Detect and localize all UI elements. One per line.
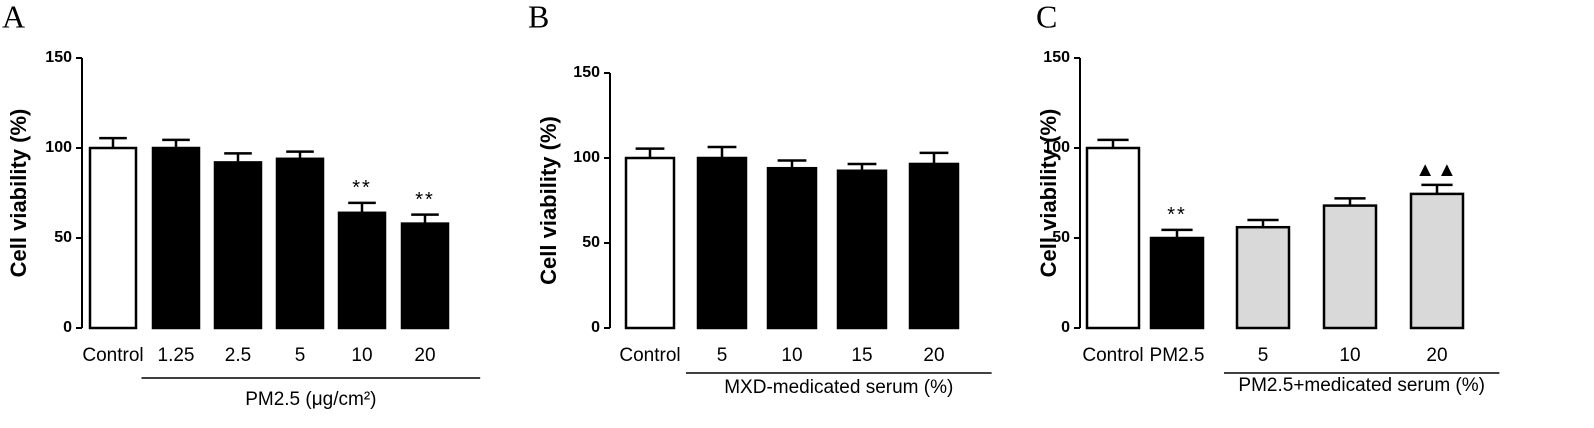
y-tick-label: 0 [63, 319, 72, 336]
group-label: MXD-medicated serum (%) [724, 377, 953, 398]
y-axis-label: Cell viability (%) [536, 116, 561, 285]
bar [151, 146, 201, 330]
y-tick-label: 100 [573, 149, 600, 166]
bar [696, 156, 748, 330]
x-tick-label: Control [1082, 345, 1143, 366]
x-tick-label: PM2.5 [1150, 345, 1205, 366]
group-label: PM2.5 (μg/cm²) [245, 389, 376, 410]
x-tick-label: 10 [1339, 345, 1360, 366]
x-tick-label: 5 [717, 345, 728, 366]
annotation: ** [1167, 204, 1187, 226]
bar [908, 162, 960, 330]
y-tick-label: 0 [591, 319, 600, 336]
y-axis-label: Cell viability (%) [6, 109, 31, 278]
x-tick-label: 15 [851, 345, 872, 366]
y-tick-label: 50 [54, 229, 72, 246]
x-tick-label: Control [619, 345, 680, 366]
x-tick-label: 2.5 [225, 345, 251, 366]
x-tick-label: 10 [351, 345, 372, 366]
bar [275, 157, 325, 330]
annotation: ▲▲ [1415, 159, 1459, 181]
x-tick-label: 5 [1258, 345, 1269, 366]
bar [836, 169, 888, 330]
x-tick-label: 1.25 [158, 345, 195, 366]
bar [1085, 146, 1141, 330]
y-tick-label: 50 [582, 234, 600, 251]
y-tick-label: 100 [45, 139, 72, 156]
bar [1409, 192, 1465, 330]
x-tick-label: 20 [414, 345, 435, 366]
x-tick-label: 20 [1426, 345, 1447, 366]
group-label: PM2.5+medicated serum (%) [1238, 375, 1485, 396]
y-tick-label: 150 [45, 49, 72, 66]
bar [766, 166, 818, 330]
x-tick-label: Control [82, 345, 143, 366]
panel-label: C [1036, 0, 1057, 34]
y-tick-label: 150 [1043, 49, 1070, 66]
bar [400, 222, 450, 330]
bar [213, 161, 263, 330]
annotation: ** [352, 177, 372, 199]
x-tick-label: 5 [295, 345, 306, 366]
bar [88, 146, 138, 330]
y-tick-label: 150 [573, 64, 600, 81]
annotation: ** [415, 189, 435, 211]
bar [1235, 225, 1291, 330]
panel-label: A [2, 0, 25, 34]
y-axis-label: Cell viability (%) [1036, 109, 1061, 278]
y-tick-label: 50 [1052, 229, 1070, 246]
bar [624, 156, 676, 330]
panel-label: B [528, 0, 549, 34]
bar [337, 211, 387, 330]
bar [1322, 204, 1378, 330]
y-tick-label: 100 [1043, 139, 1070, 156]
x-tick-label: 10 [781, 345, 802, 366]
bar [1149, 236, 1205, 330]
y-tick-label: 0 [1061, 319, 1070, 336]
x-tick-label: 20 [923, 345, 944, 366]
